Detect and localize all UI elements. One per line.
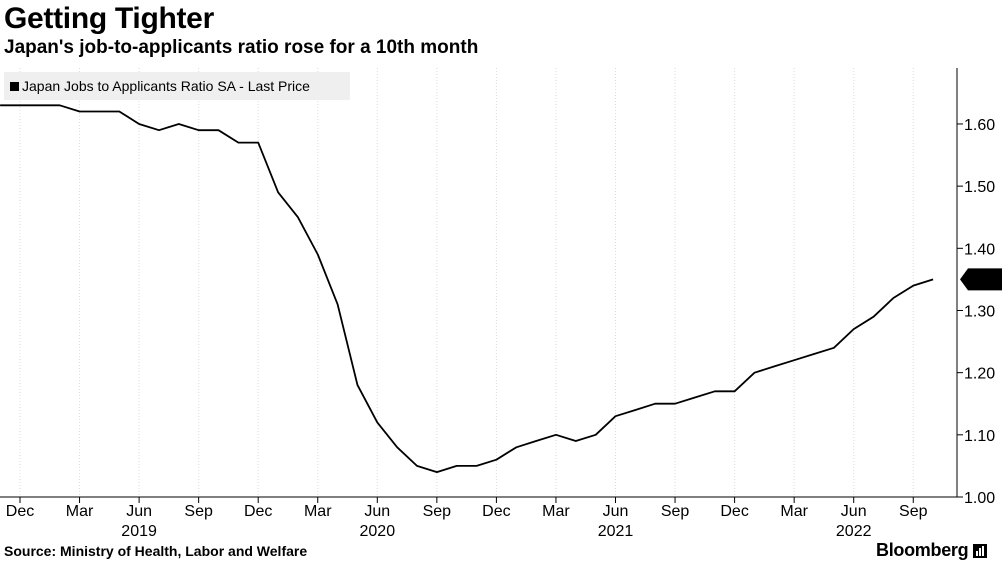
x-tick-label: Sep	[661, 503, 690, 520]
x-tick-label: Mar	[780, 503, 808, 520]
y-tick-label: 1.50	[964, 179, 995, 196]
chart-subtitle: Japan's job-to-applicants ratio rose for…	[4, 37, 479, 58]
chart-title: Getting Tighter	[4, 2, 214, 35]
x-tick-label: Dec	[720, 503, 748, 520]
x-tick-label: Jun	[841, 503, 867, 520]
last-value-badge	[960, 268, 1002, 291]
bloomberg-bars-icon	[973, 543, 988, 558]
x-tick-label: Mar	[304, 503, 332, 520]
series-line	[0, 104, 934, 474]
y-tick-label: 1.30	[964, 303, 995, 320]
grid-lines	[19, 68, 914, 497]
x-tick-label: Jun	[364, 503, 390, 520]
x-year-label: 2019	[121, 523, 157, 540]
legend-label: Japan Jobs to Applicants Ratio SA - Last…	[22, 78, 310, 94]
x-tick-label: Mar	[66, 503, 94, 520]
y-tick-label: 1.40	[964, 241, 995, 258]
legend: Japan Jobs to Applicants Ratio SA - Last…	[4, 72, 350, 100]
x-tick-label: Dec	[244, 503, 272, 520]
y-tick-label: 1.10	[964, 428, 995, 445]
x-year-label: 2020	[360, 523, 396, 540]
x-tick-label: Sep	[899, 503, 928, 520]
y-tick-label: 1.60	[964, 117, 995, 134]
y-tick-label: 1.00	[964, 490, 995, 507]
x-year-label: 2021	[598, 523, 634, 540]
brand-name: Bloomberg	[876, 540, 969, 560]
bloomberg-logo: Bloomberg	[876, 540, 988, 561]
last-value-label: 1.35	[965, 272, 996, 289]
x-tick-label: Dec	[482, 503, 510, 520]
plot-area	[0, 104, 934, 474]
x-tick-label: Jun	[126, 503, 152, 520]
x-tick-label: Jun	[603, 503, 629, 520]
x-axis: Dec Mar Jun Sep Dec Mar Jun Sep Dec Mar Jun Sep Dec M…	[0, 496, 957, 540]
legend-swatch	[10, 81, 19, 91]
y-axis: 1.00 1.10 1.20 1.30 1.40 1.50 1.60 1.35	[956, 68, 1002, 507]
x-tick-label: Sep	[184, 503, 213, 520]
x-tick-label: Dec	[6, 503, 34, 520]
y-tick-label: 1.20	[964, 366, 995, 383]
source-note: Source: Ministry of Health, Labor and We…	[4, 543, 308, 559]
x-tick-label: Sep	[423, 503, 452, 520]
x-tick-label: Mar	[542, 503, 570, 520]
x-year-label: 2022	[836, 523, 872, 540]
